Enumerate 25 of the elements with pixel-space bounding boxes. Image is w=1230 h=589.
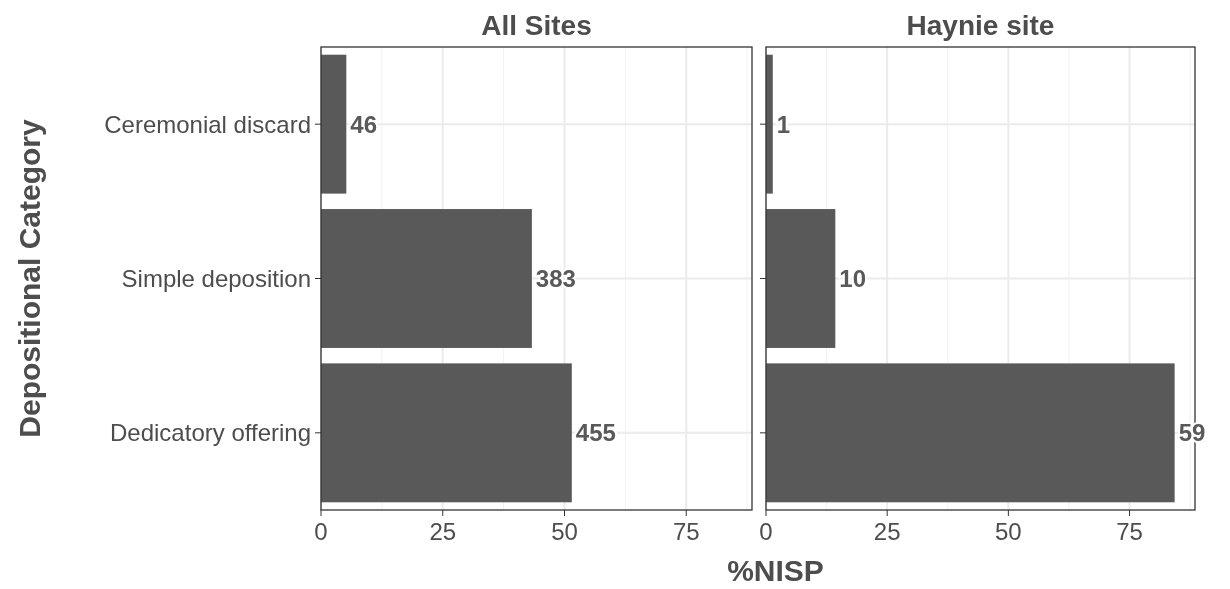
chart-title: Haynie site: [906, 10, 1055, 41]
annotation: 10: [839, 264, 867, 292]
bar: [766, 363, 1175, 503]
bar: [321, 54, 347, 194]
x-tick-label: 0: [759, 518, 773, 545]
x-tick-label: 25: [873, 518, 901, 545]
y-tick-label: Ceremonial discard: [104, 110, 311, 138]
bar: [321, 363, 572, 503]
y-tick-label: Dedicatory offering: [110, 419, 311, 447]
annotation: 46: [350, 110, 378, 138]
annotation: 383: [535, 264, 576, 292]
annotation: 455: [575, 419, 616, 447]
chart-title: All Sites: [481, 10, 592, 41]
x-tick-label: 50: [995, 518, 1022, 545]
y-axis-title: Depositional Category: [13, 119, 46, 438]
bar: [321, 209, 532, 348]
annotation: 1: [776, 110, 791, 138]
x-axis-title: %NISP: [727, 554, 824, 587]
x-tick-label: 0: [314, 518, 328, 545]
bar: [766, 209, 836, 348]
x-tick-label: 75: [672, 518, 700, 545]
x-tick-label: 25: [429, 518, 457, 545]
x-tick-label: 50: [551, 518, 578, 545]
x-tick-label: 75: [1116, 518, 1143, 545]
y-tick-label: Simple deposition: [121, 264, 311, 292]
